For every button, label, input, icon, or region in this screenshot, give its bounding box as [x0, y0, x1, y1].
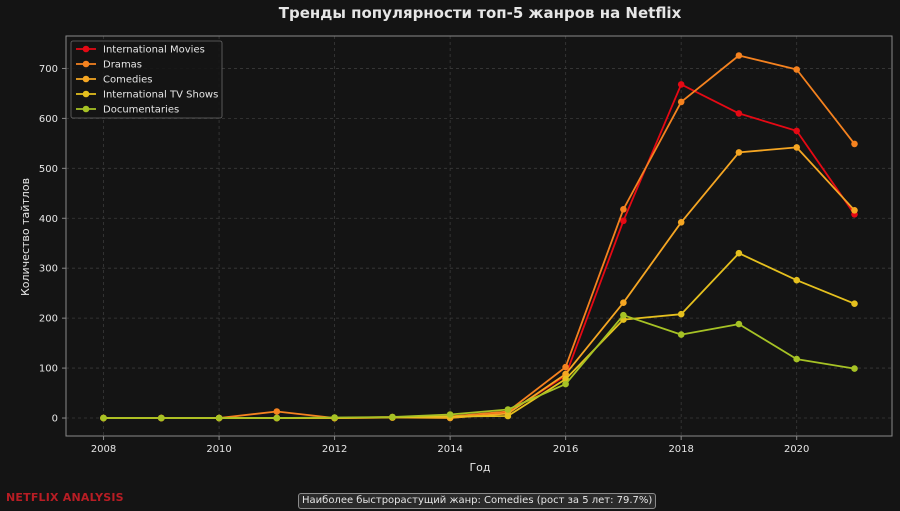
data-point — [793, 127, 800, 135]
x-tick-label: 2014 — [437, 444, 462, 455]
data-point — [735, 110, 743, 117]
legend-label: Documentaries — [103, 105, 179, 116]
legend-label: International TV Shows — [103, 90, 218, 101]
data-point — [793, 66, 800, 73]
y-tick-label: 700 — [39, 64, 58, 75]
y-tick-label: 300 — [39, 264, 58, 275]
data-point — [793, 276, 800, 284]
legend-box — [70, 40, 223, 119]
data-point — [620, 206, 627, 213]
y-tick-label: 600 — [39, 114, 58, 125]
data-point — [273, 408, 281, 415]
data-point — [273, 414, 281, 422]
legend-label: Dramas — [103, 60, 142, 71]
data-point — [562, 380, 569, 388]
y-tick-label: 200 — [39, 314, 58, 325]
data-point — [100, 414, 107, 422]
series-line — [103, 54, 856, 419]
data-point — [446, 411, 454, 418]
data-point — [620, 299, 627, 307]
x-tick-label: 2016 — [553, 444, 578, 455]
x-tick-label: 2018 — [668, 444, 693, 455]
series-line — [103, 314, 855, 419]
y-tick-label: 0 — [52, 414, 58, 425]
data-point — [851, 300, 858, 308]
data-point — [677, 310, 685, 318]
x-tick-label: 2020 — [784, 444, 809, 455]
axis-ticks: 2008 2010 2012 2014 2016 2018 2020 0 100 200 300 40… — [39, 64, 810, 455]
x-axis-label: Год — [469, 461, 490, 474]
data-point — [851, 207, 858, 214]
data-point — [851, 140, 858, 148]
data-point — [851, 365, 858, 372]
data-point — [562, 370, 569, 378]
data-point — [504, 406, 512, 413]
data-point — [735, 52, 743, 59]
fastest-growing-note: Наиболее быстрорастущий жанр: Comedies (… — [298, 493, 657, 509]
data-point — [677, 98, 685, 106]
legend-label: Comedies — [103, 75, 152, 86]
x-tick-label: 2008 — [91, 444, 116, 455]
legend-marker — [82, 105, 90, 113]
legend-label: International Movies — [103, 45, 205, 56]
data-point — [562, 363, 569, 371]
legend-marker — [82, 45, 90, 53]
series-line — [103, 146, 856, 419]
data-point — [793, 355, 800, 363]
series-line — [103, 252, 855, 419]
data-point — [331, 414, 338, 421]
y-tick-label: 500 — [39, 164, 58, 175]
data-point — [677, 81, 685, 88]
x-tick-label: 2012 — [322, 444, 347, 455]
data-point — [735, 249, 743, 257]
data-point — [215, 414, 223, 422]
data-point — [677, 331, 685, 338]
y-tick-label: 100 — [39, 364, 58, 375]
legend-marker — [82, 90, 90, 98]
y-tick-label: 400 — [39, 214, 58, 225]
y-axis-label: Количество тайтлов — [19, 178, 32, 296]
data-point — [735, 149, 743, 156]
data-point — [620, 217, 627, 225]
data-point — [677, 219, 685, 226]
brand-label: NETFLIX ANALYSIS — [6, 491, 124, 504]
plot-frame — [65, 35, 893, 437]
data-point — [735, 320, 743, 328]
data-point — [793, 144, 800, 151]
series-lines — [100, 52, 858, 422]
legend-marker — [82, 75, 90, 83]
x-tick-label: 2010 — [206, 444, 231, 455]
legend-marker — [82, 60, 90, 68]
data-point — [504, 412, 512, 420]
legend: International Movies Dramas Comedies Intern… — [70, 40, 223, 119]
chart-title: Тренды популярности топ-5 жанров на Netf… — [279, 4, 682, 22]
data-point — [158, 414, 165, 422]
data-point — [620, 311, 627, 319]
data-point — [389, 413, 396, 421]
